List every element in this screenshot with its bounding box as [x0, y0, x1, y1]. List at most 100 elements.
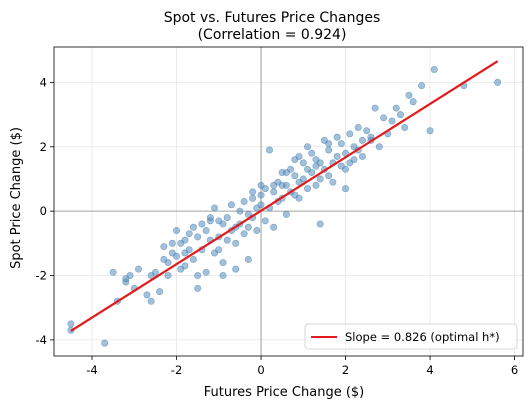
data-point: [173, 252, 181, 260]
legend: Slope = 0.826 (optimal h*): [304, 323, 518, 350]
data-point: [135, 265, 143, 273]
data-point: [342, 165, 350, 173]
data-point: [329, 178, 337, 186]
data-point: [240, 230, 248, 238]
data-point: [346, 130, 354, 138]
data-point: [405, 91, 413, 99]
data-point: [304, 185, 312, 193]
data-point: [380, 114, 388, 122]
x-tick-label: -4: [86, 363, 97, 377]
data-point: [358, 136, 366, 144]
data-point: [312, 181, 320, 189]
data-point: [278, 181, 286, 189]
data-point: [299, 175, 307, 183]
data-point: [189, 223, 197, 231]
data-point: [240, 198, 248, 206]
data-point: [342, 185, 350, 193]
data-point: [337, 140, 345, 148]
data-point: [291, 172, 299, 180]
data-point: [249, 194, 257, 202]
data-point: [304, 143, 312, 151]
data-point: [168, 239, 176, 247]
data-point: [194, 272, 202, 280]
data-point: [194, 233, 202, 241]
data-point: [173, 226, 181, 234]
data-point: [198, 220, 206, 228]
data-point: [325, 140, 333, 148]
y-axis-ticks: -4 -2 0 2 4: [36, 75, 54, 347]
data-point: [109, 268, 117, 276]
data-point: [156, 288, 164, 296]
plot-frame: [53, 46, 524, 357]
y-tick-label: 2: [40, 140, 47, 154]
data-point: [67, 320, 75, 328]
data-point: [270, 188, 278, 196]
data-point: [265, 146, 273, 154]
data-point: [253, 226, 261, 234]
data-point: [270, 223, 278, 231]
data-point: [401, 123, 409, 131]
data-point: [358, 152, 366, 160]
data-point: [227, 201, 235, 209]
data-point: [219, 272, 227, 280]
data-point: [164, 272, 172, 280]
y-tick-label: 0: [40, 204, 47, 218]
chart-title-line1: Spot vs. Futures Price Changes: [164, 10, 381, 26]
data-point: [409, 98, 417, 106]
data-point: [257, 181, 265, 189]
data-point: [181, 236, 189, 244]
y-tick-label: 4: [40, 75, 47, 89]
data-point: [392, 104, 400, 112]
data-point: [333, 152, 341, 160]
data-point: [126, 272, 134, 280]
data-point: [426, 127, 434, 135]
data-point: [185, 230, 193, 238]
x-tick-label: 4: [426, 363, 433, 377]
x-axis-ticks: -4 -2 0 2 4 6: [86, 356, 518, 377]
legend-box: [304, 323, 518, 350]
data-point: [282, 210, 290, 218]
data-point: [215, 246, 223, 254]
data-point: [211, 204, 219, 212]
data-point: [375, 143, 383, 151]
data-point: [257, 191, 265, 199]
data-point: [147, 297, 155, 305]
data-point: [418, 82, 426, 90]
data-point: [494, 78, 502, 86]
fit-line: [70, 60, 499, 332]
legend-label: Slope = 0.826 (optimal h*): [345, 330, 500, 344]
data-point: [312, 162, 320, 170]
data-point: [147, 272, 155, 280]
data-point: [354, 123, 362, 131]
data-point: [295, 194, 303, 202]
x-tick-label: 6: [511, 363, 518, 377]
x-tick-label: 2: [342, 363, 349, 377]
data-point: [291, 156, 299, 164]
data-point: [316, 220, 324, 228]
data-point: [236, 207, 244, 215]
data-point: [219, 220, 227, 228]
data-point: [223, 236, 231, 244]
data-point: [270, 181, 278, 189]
data-point: [206, 217, 214, 225]
data-point: [194, 284, 202, 292]
x-tick-label: 0: [257, 363, 264, 377]
data-points: [67, 66, 502, 347]
data-point: [101, 339, 109, 347]
data-point: [299, 159, 307, 167]
data-point: [143, 291, 151, 299]
data-point: [350, 156, 358, 164]
data-point: [232, 265, 240, 273]
y-axis-label: Spot Price Change ($): [9, 127, 24, 269]
data-point: [160, 243, 168, 251]
data-point: [249, 188, 257, 196]
data-point: [244, 223, 252, 231]
data-point: [257, 201, 265, 209]
data-point: [164, 259, 172, 267]
data-point: [430, 66, 438, 74]
data-point: [388, 117, 396, 125]
data-point: [261, 217, 269, 225]
y-tick-label: -4: [36, 333, 47, 347]
data-point: [316, 175, 324, 183]
data-point: [189, 255, 197, 263]
